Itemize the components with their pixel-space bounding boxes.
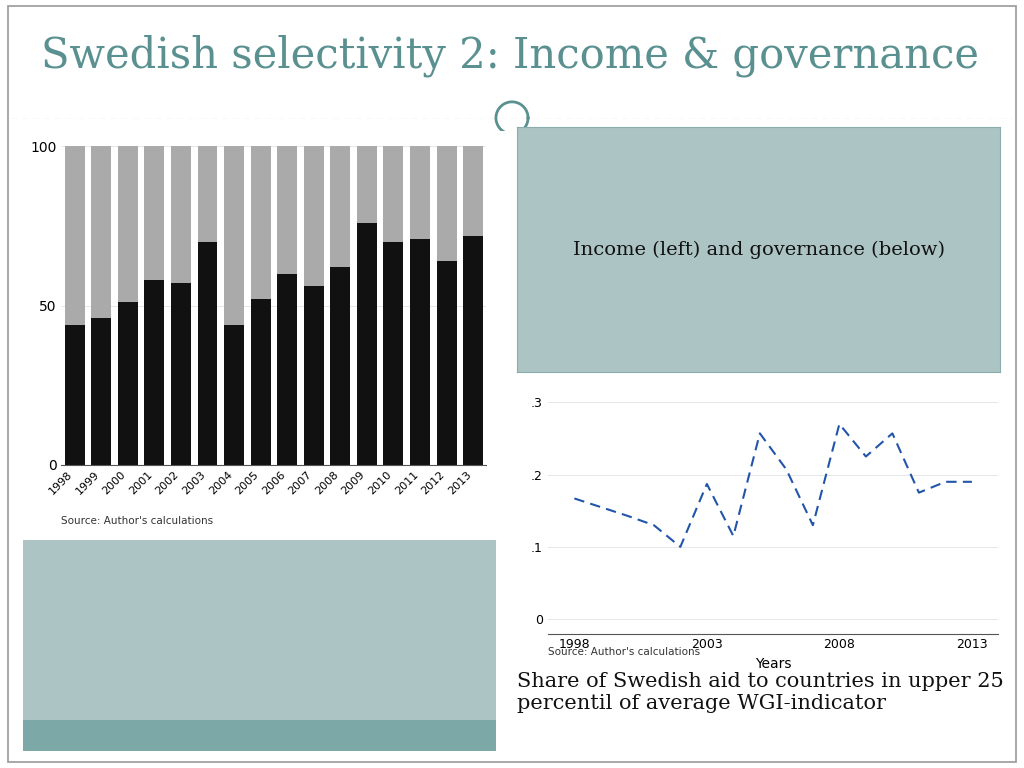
Bar [331,147,350,267]
Bar [383,242,403,465]
Bar [118,303,138,465]
Bar [463,236,483,465]
Text: Source: Author's calculations: Source: Author's calculations [61,516,214,526]
Bar [198,147,217,242]
Bar [357,223,377,465]
Bar [171,283,190,465]
Bar [144,280,165,465]
Text: Share of Swedish aid to countries in upper 25
percentil of average WGI-indicator: Share of Swedish aid to countries in upp… [517,672,1004,713]
X-axis label: Years: Years [755,657,792,671]
Bar [171,147,190,283]
Bar [304,286,324,465]
Bar [436,147,457,261]
Bar [410,147,430,239]
Bar [144,147,165,280]
Text: Source: Author's calculations: Source: Author's calculations [548,647,700,657]
Bar [410,239,430,465]
Bar [91,318,112,465]
Text: Income (left) and governance (below): Income (left) and governance (below) [572,240,945,259]
Bar [224,325,244,465]
Bar [251,147,270,300]
Bar [357,147,377,223]
Bar [278,273,297,465]
Bar [463,147,483,236]
Bar [65,147,85,325]
Bar [65,325,85,465]
Bar [331,267,350,465]
Legend: Low Income Countries, Middle Income Countries: Low Income Countries, Middle Income Coun… [59,555,488,585]
Bar [436,261,457,465]
Bar [251,300,270,465]
Bar [278,147,297,273]
Bar [91,147,112,318]
Bar [198,242,217,465]
Bar [383,147,403,242]
Bar [224,147,244,325]
Bar [304,147,324,286]
Text: Swedish selectivity 2: Income & governance: Swedish selectivity 2: Income & governan… [41,35,979,77]
Bar [118,147,138,303]
